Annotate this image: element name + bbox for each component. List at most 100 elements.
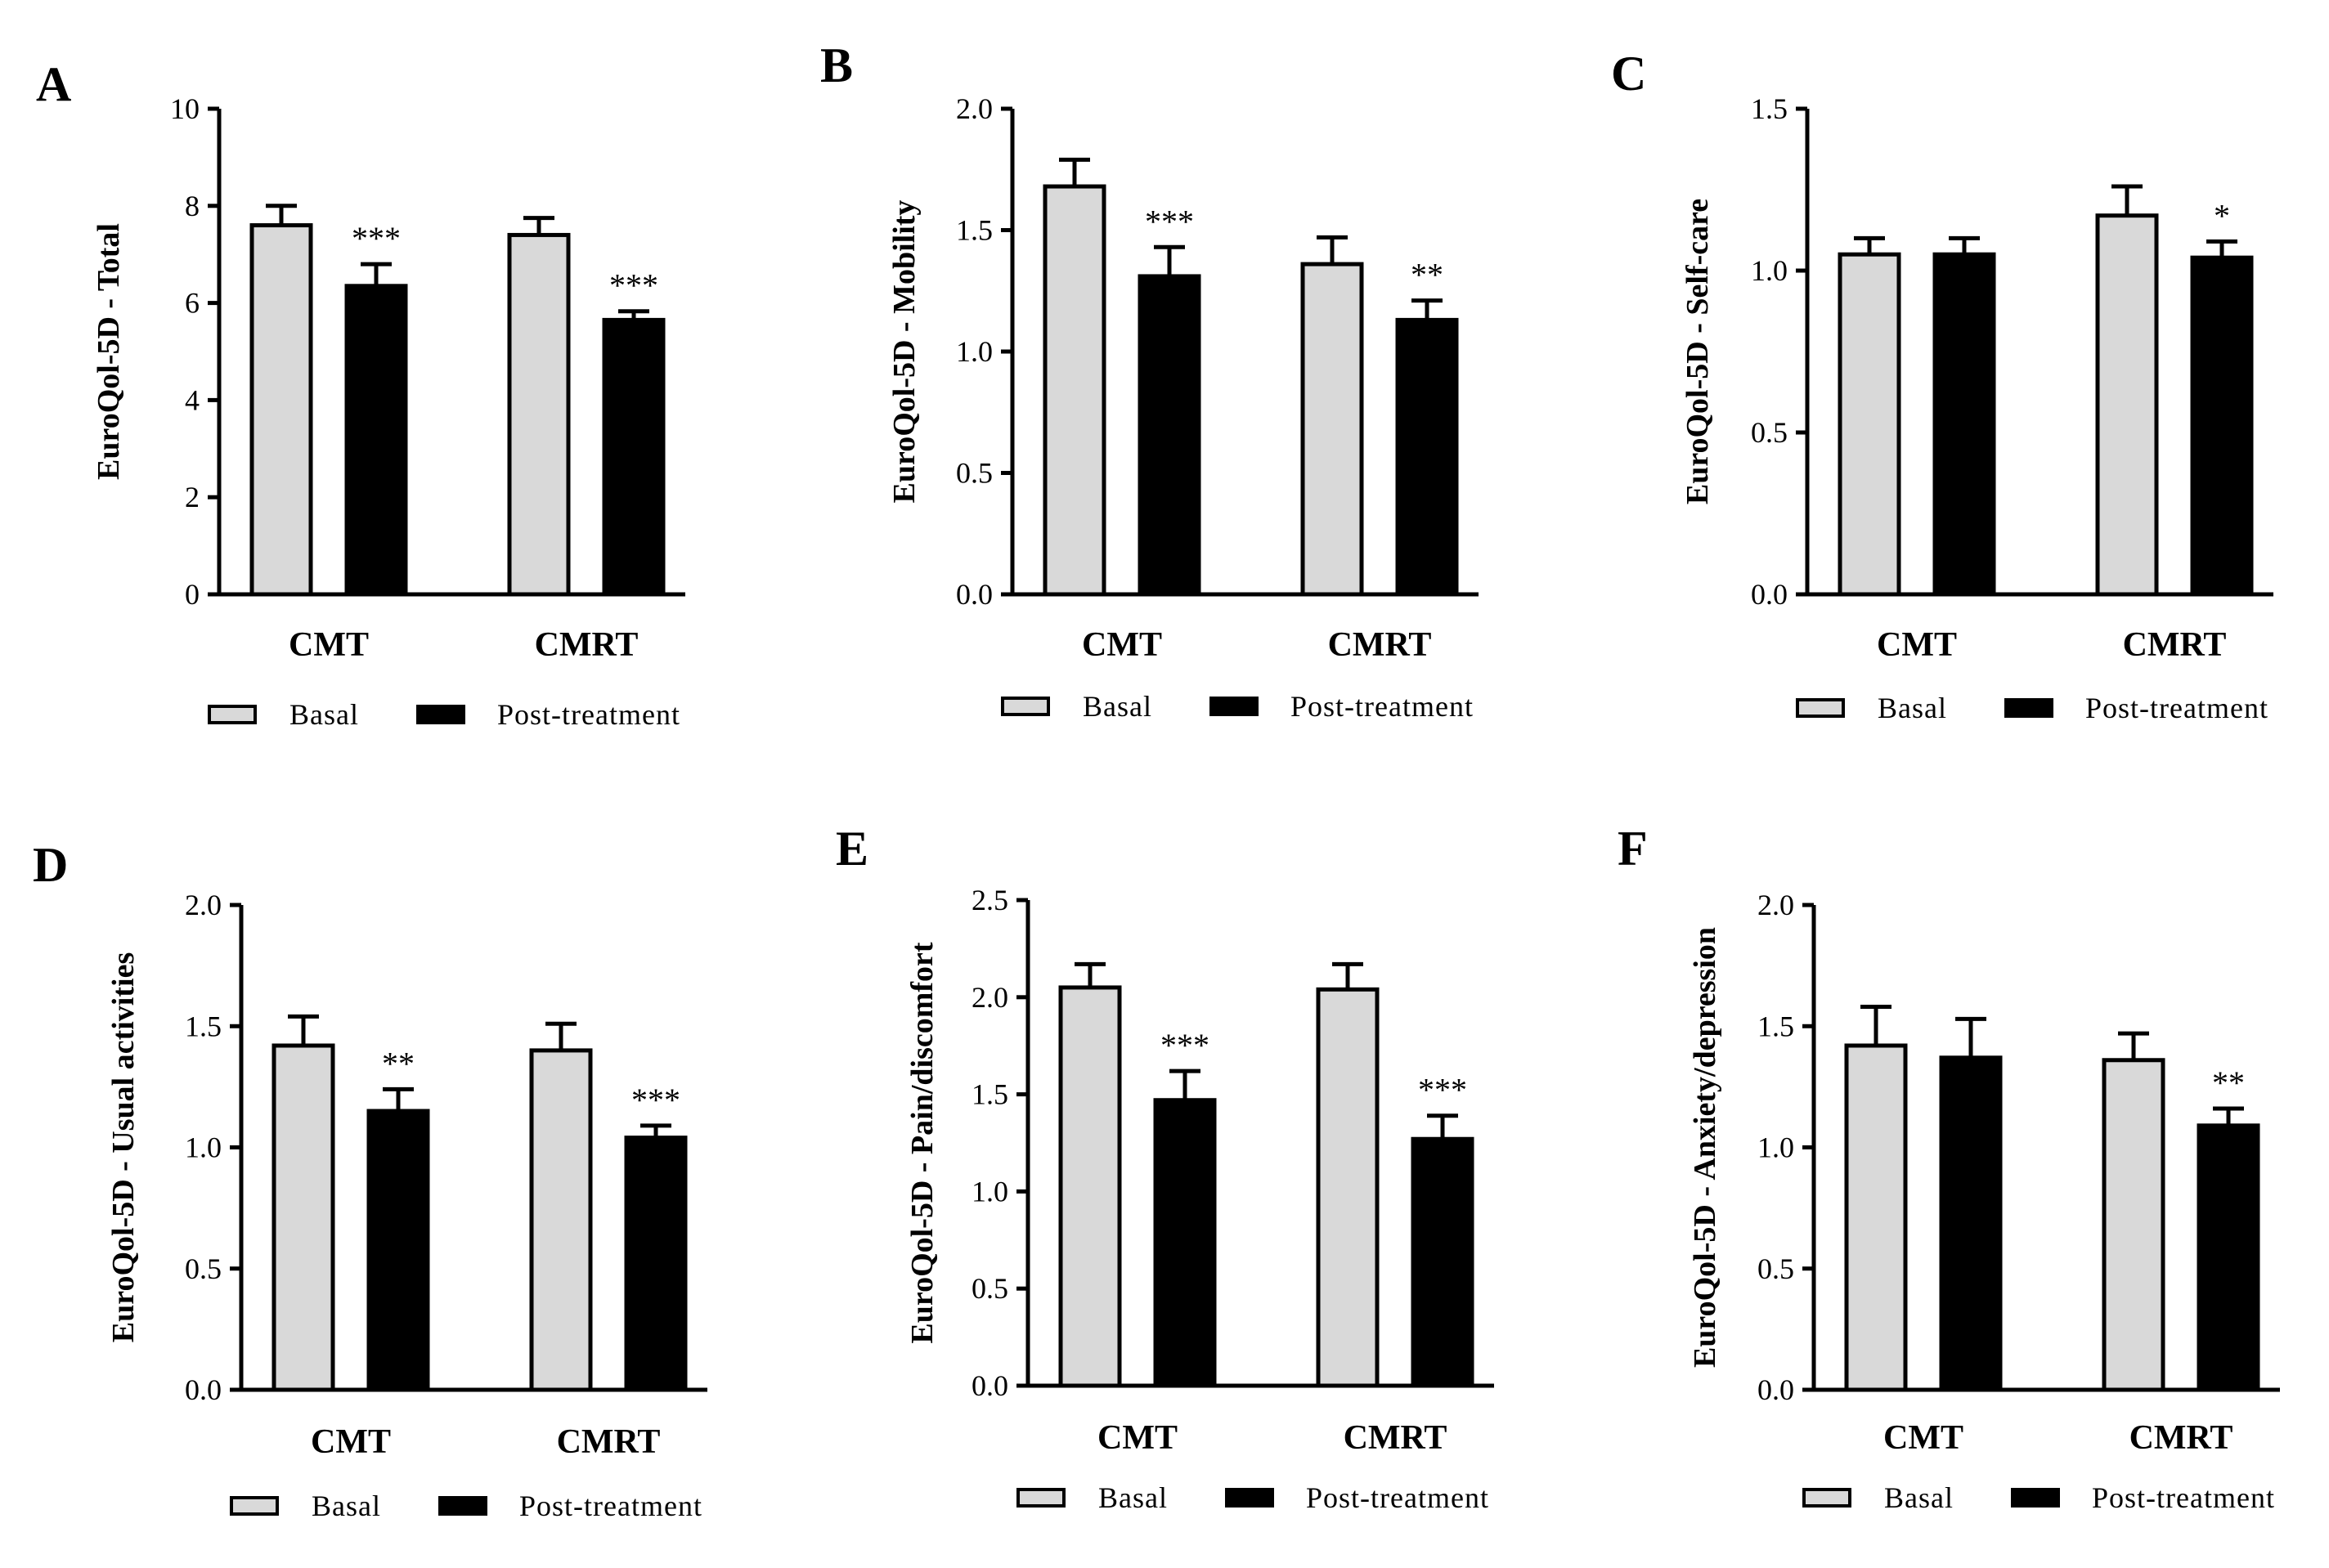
bar-post-treatment	[1932, 252, 1996, 597]
legend-label-post-treatment: Post-treatment	[497, 698, 680, 731]
category-label: CMRT	[557, 1423, 661, 1461]
y-tick-label: 0.5	[185, 1252, 222, 1285]
bar-group-cmrt: *	[2095, 184, 2254, 597]
bar-basal	[1300, 262, 1364, 597]
y-axis-label: EuroQol-5D - Usual activities	[106, 952, 141, 1342]
significance-label: **	[382, 1045, 415, 1082]
panel-letter: F	[1618, 822, 1648, 876]
legend: Basal Post-treatment	[1802, 1481, 2274, 1514]
legend-swatch-post-treatment	[416, 705, 465, 724]
bar-basal	[1043, 184, 1106, 597]
legend-label-post-treatment: Post-treatment	[2085, 692, 2268, 724]
significance-label: ***	[352, 220, 401, 257]
bar-post-treatment	[1939, 1055, 2003, 1392]
category-label: CMT	[289, 626, 369, 664]
category-label: CMRT	[2123, 626, 2227, 664]
panel-F: F EuroQol-5D - Anxiety/depression 0.0 0.5 1.…	[1618, 822, 2280, 1514]
y-tick-label: 4	[185, 383, 200, 416]
legend-swatch-basal	[1016, 1488, 1066, 1508]
legend-swatch-post-treatment	[438, 1496, 487, 1516]
category-label: CMRT	[535, 626, 639, 664]
y-tick-label: 2.0	[956, 92, 993, 125]
panel-letter: B	[820, 38, 853, 92]
y-tick-label: 1.5	[185, 1010, 222, 1042]
legend: Basal Post-treatment	[208, 698, 680, 731]
bar-post-treatment	[2197, 1123, 2260, 1392]
y-tick-label: 6	[185, 287, 200, 320]
significance-label: ***	[631, 1082, 680, 1118]
bar-group-cmrt: ***	[507, 216, 666, 597]
bar-basal	[529, 1048, 593, 1392]
bar-group-cmt: ***	[249, 204, 408, 597]
y-tick-label: 2.0	[185, 889, 222, 921]
bar-post-treatment	[366, 1109, 430, 1392]
bar-basal	[271, 1043, 335, 1392]
panel-C: C EuroQol-5D - Self-care 0.0 0.5 1.0 1.5 CMT * C…	[1611, 47, 2273, 724]
legend: Basal Post-treatment	[1016, 1481, 1489, 1514]
y-tick-label: 2.5	[972, 884, 1008, 916]
y-tick-label: 1.5	[956, 214, 993, 247]
category-label: CMRT	[1328, 626, 1432, 664]
legend-swatch-basal	[208, 705, 257, 724]
bar-group-cmt	[1844, 1005, 2003, 1392]
legend: Basal Post-treatment	[1796, 692, 2268, 724]
panel-D: D EuroQol-5D - Usual activities 0.0 0.5 1.0 1…	[33, 838, 707, 1522]
panel-E: E EuroQol-5D - Pain/discomfort 0.0 0.5 1.0 1.…	[836, 822, 1494, 1514]
panel-letter: D	[33, 838, 68, 892]
bar-post-treatment	[602, 317, 666, 597]
y-tick-label: 2	[185, 481, 200, 513]
significance-label: ***	[1160, 1027, 1209, 1064]
y-tick-label: 1.0	[1757, 1131, 1794, 1164]
bar-group-cmt: ***	[1058, 961, 1217, 1388]
category-label: CMRT	[1344, 1419, 1447, 1457]
bar-group-cmt: **	[271, 1014, 430, 1392]
category-label: CMT	[1082, 626, 1162, 664]
y-tick-label: 0.0	[185, 1373, 222, 1406]
legend-label-basal: Basal	[1878, 692, 1947, 724]
legend-swatch-basal	[1802, 1488, 1851, 1508]
category-label: CMRT	[2129, 1419, 2233, 1457]
bar-group-cmrt: **	[1300, 235, 1459, 597]
y-tick-label: 2.0	[1757, 889, 1794, 921]
bar-post-treatment	[1138, 274, 1201, 597]
y-tick-label: 1.5	[1751, 92, 1788, 125]
y-tick-label: 1.0	[972, 1175, 1008, 1207]
panel-letter: E	[836, 822, 868, 876]
significance-label: **	[1411, 257, 1443, 293]
y-tick-label: 0	[185, 578, 200, 611]
significance-label: **	[2212, 1064, 2245, 1101]
bar-post-treatment	[1153, 1098, 1217, 1388]
bar-group-cmrt: ***	[1316, 961, 1474, 1388]
y-tick-label: 0.0	[956, 578, 993, 611]
bar-group-cmrt: ***	[529, 1021, 688, 1392]
bar-post-treatment	[624, 1136, 688, 1392]
significance-label: ***	[1145, 203, 1194, 240]
legend-label-post-treatment: Post-treatment	[1306, 1481, 1489, 1514]
bar-post-treatment	[1395, 317, 1459, 597]
y-tick-label: 1.0	[1751, 254, 1788, 287]
legend-swatch-post-treatment	[1209, 697, 1259, 716]
legend-swatch-basal	[1001, 697, 1050, 716]
y-axis-label: EuroQol-5D - Pain/discomfort	[905, 942, 940, 1344]
category-label: CMT	[311, 1423, 391, 1461]
y-axis-label: EuroQol-5D - Total	[92, 223, 126, 480]
significance-label: ***	[609, 267, 658, 304]
category-label: CMT	[1097, 1419, 1178, 1457]
y-tick-label: 0.5	[956, 457, 993, 490]
bar-group-cmrt: **	[2102, 1031, 2260, 1392]
bar-basal	[2102, 1058, 2165, 1392]
bar-basal	[2095, 213, 2159, 597]
panel-letter: C	[1611, 47, 1646, 101]
legend: Basal Post-treatment	[230, 1490, 702, 1522]
legend-label-basal: Basal	[1884, 1481, 1954, 1514]
bar-post-treatment	[344, 284, 408, 597]
legend-swatch-post-treatment	[2011, 1488, 2060, 1508]
legend: Basal Post-treatment	[1001, 690, 1473, 723]
bar-group-cmt	[1838, 235, 1996, 597]
y-tick-label: 0.5	[1751, 416, 1788, 449]
legend-swatch-basal	[230, 1496, 279, 1516]
significance-label: ***	[1418, 1072, 1467, 1109]
